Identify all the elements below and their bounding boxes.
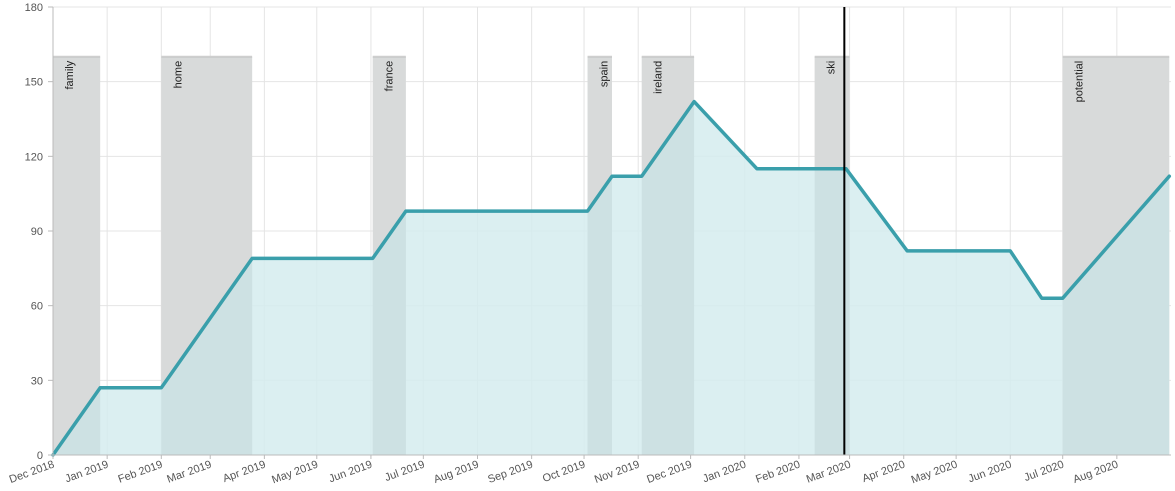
- period-label-potential: potential: [1074, 61, 1086, 103]
- x-tick-label: Jan 2019: [64, 459, 111, 486]
- period-band-family: [53, 56, 101, 456]
- period-label-france: france: [384, 61, 396, 92]
- period-band-overlay-potential: [1062, 56, 1170, 456]
- x-tick-label: Mar 2020: [805, 459, 853, 486]
- period-label-ski: ski: [826, 61, 838, 74]
- period-band-overlay-family: [53, 56, 101, 456]
- x-tick-label: Feb 2019: [117, 459, 165, 486]
- x-tick-label: Jun 2020: [967, 459, 1014, 486]
- period-label-home: home: [172, 61, 184, 89]
- x-tick-label: May 2019: [270, 459, 320, 487]
- x-tick-label: Aug 2020: [1072, 459, 1120, 486]
- x-tick-label: Apr 2020: [861, 459, 907, 486]
- period-band-overlay-ireland: [641, 56, 695, 456]
- period-label-spain: spain: [599, 61, 611, 87]
- y-tick-label: 120: [25, 151, 43, 163]
- x-tick-label: Apr 2019: [221, 459, 267, 486]
- x-tick-label: Jul 2020: [1023, 459, 1066, 485]
- series-line-group: [51, 99, 1172, 457]
- x-tick-label: Jul 2019: [383, 459, 426, 485]
- x-tick-label: Nov 2019: [593, 459, 641, 486]
- area-fill-group: [53, 56, 1170, 456]
- x-tick-label: Dec 2019: [645, 459, 693, 486]
- y-tick-label: 180: [25, 2, 43, 14]
- x-tick-label: Oct 2019: [541, 459, 587, 486]
- x-tick-label: Mar 2019: [165, 459, 213, 486]
- period-band-overlay-france: [372, 56, 406, 456]
- period-labels: family home france spain ireland ski potential: [64, 60, 1086, 102]
- period-band-overlay-spain: [587, 56, 612, 456]
- period-label-ireland: ireland: [653, 61, 665, 94]
- x-tick-label: Feb 2020: [754, 459, 802, 486]
- x-tick-label: Sep 2019: [486, 459, 534, 486]
- x-tick-label: Aug 2019: [432, 459, 480, 486]
- y-tick-label: 30: [31, 375, 43, 387]
- x-tick-label: Jan 2020: [701, 459, 748, 486]
- x-tick-label: Jun 2019: [327, 459, 374, 486]
- period-label-family: family: [64, 60, 76, 89]
- series-line: [51, 99, 1172, 457]
- x-tick-label: Dec 2018: [8, 459, 56, 486]
- y-tick-label: 90: [31, 226, 43, 238]
- series-area: [53, 101, 1170, 456]
- y-tick-labels: 0 30 60 90 120 150 180: [25, 2, 53, 462]
- y-tick-label: 60: [31, 301, 43, 313]
- y-tick-label: 0: [37, 450, 43, 462]
- x-tick-labels: Dec 2018 Jan 2019 Feb 2019 Mar 2019 Apr 2019…: [8, 455, 1120, 486]
- x-tick-label: May 2020: [910, 459, 960, 487]
- period-band-overlay-home: [161, 56, 253, 456]
- y-tick-label: 150: [25, 77, 43, 89]
